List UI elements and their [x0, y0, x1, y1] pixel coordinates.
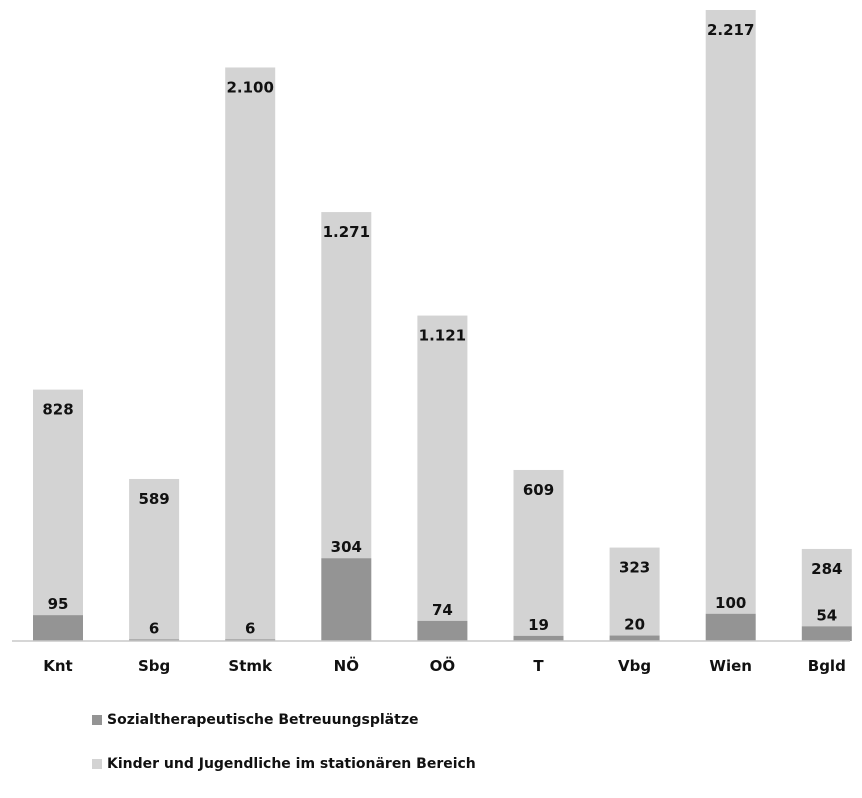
- bar-kinder-jugendliche-2: [225, 67, 276, 640]
- bar-kinder-jugendliche-8: [801, 548, 852, 627]
- legend: Sozialtherapeutische Betreuungsplätze Ki…: [92, 710, 476, 798]
- data-label-sozialtherapeutische: 95: [48, 595, 69, 613]
- data-label-sozialtherapeutische: 304: [331, 538, 362, 556]
- data-label-kinder-jugendliche: 828: [42, 401, 73, 419]
- legend-swatch-light: [92, 759, 102, 769]
- bars-layer: [33, 10, 852, 641]
- bar-kinder-jugendliche-4: [417, 315, 468, 621]
- data-label-sozialtherapeutische: 54: [816, 606, 837, 624]
- data-label-kinder-jugendliche: 2.100: [226, 78, 273, 96]
- data-label-sozialtherapeutische: 6: [149, 619, 159, 637]
- bar-sozialtherapeutische-8: [801, 626, 852, 641]
- data-label-sozialtherapeutische: 19: [528, 616, 549, 634]
- data-label-kinder-jugendliche: 284: [811, 560, 842, 578]
- x-tick-label: Bgld: [808, 657, 846, 675]
- legend-label: Kinder und Jugendliche im stationären Be…: [107, 756, 476, 772]
- legend-swatch-dark: [92, 715, 102, 725]
- bar-sozialtherapeutische-5: [513, 635, 564, 641]
- bar-kinder-jugendliche-7: [705, 10, 756, 614]
- x-tick-label: OÖ: [430, 656, 456, 675]
- data-label-kinder-jugendliche: 1.271: [323, 223, 370, 241]
- x-tick-label: Knt: [43, 657, 72, 675]
- data-label-sozialtherapeutische: 100: [715, 594, 746, 612]
- legend-label: Sozialtherapeutische Betreuungsplätze: [107, 712, 419, 728]
- data-labels: 95 828 6 589 6 2.100 304 1.271 74 1.121 19 609 20 323…: [42, 21, 842, 637]
- data-label-kinder-jugendliche: 589: [138, 490, 169, 508]
- stacked-bar-chart: Knt Sbg Stmk NÖ OÖ T Vbg Wien Bgld 95 828 6 589 6 2.1…: [12, 10, 852, 675]
- x-tick-labels: Knt Sbg Stmk NÖ OÖ T Vbg Wien Bgld: [43, 656, 846, 675]
- data-label-sozialtherapeutische: 6: [245, 619, 255, 637]
- x-tick-label: Sbg: [138, 657, 170, 675]
- data-label-kinder-jugendliche: 323: [619, 559, 650, 577]
- bar-sozialtherapeutische-1: [129, 639, 180, 641]
- bar-sozialtherapeutische-3: [321, 558, 372, 641]
- x-tick-label: T: [533, 657, 544, 675]
- legend-item-sozialtherapeutische: Sozialtherapeutische Betreuungsplätze: [92, 710, 476, 730]
- bar-sozialtherapeutische-6: [609, 635, 660, 641]
- bar-sozialtherapeutische-2: [225, 639, 276, 641]
- bar-sozialtherapeutische-4: [417, 620, 468, 641]
- x-tick-label: Stmk: [228, 657, 273, 675]
- bar-sozialtherapeutische-0: [33, 615, 83, 641]
- bar-kinder-jugendliche-5: [513, 469, 564, 636]
- data-label-kinder-jugendliche: 2.217: [707, 21, 754, 39]
- legend-item-kinder-jugendliche: Kinder und Jugendliche im stationären Be…: [92, 754, 476, 774]
- bar-kinder-jugendliche-1: [129, 478, 180, 640]
- bar-kinder-jugendliche-6: [609, 547, 660, 636]
- x-tick-label: NÖ: [334, 656, 359, 675]
- data-label-sozialtherapeutische: 74: [432, 601, 453, 619]
- x-tick-label: Wien: [709, 657, 752, 675]
- bar-sozialtherapeutische-7: [705, 613, 756, 641]
- data-label-sozialtherapeutische: 20: [624, 616, 645, 634]
- bar-kinder-jugendliche-0: [33, 389, 83, 616]
- bar-kinder-jugendliche-3: [321, 212, 372, 559]
- x-tick-label: Vbg: [618, 657, 651, 675]
- data-label-kinder-jugendliche: 609: [523, 481, 554, 499]
- data-label-kinder-jugendliche: 1.121: [419, 327, 466, 345]
